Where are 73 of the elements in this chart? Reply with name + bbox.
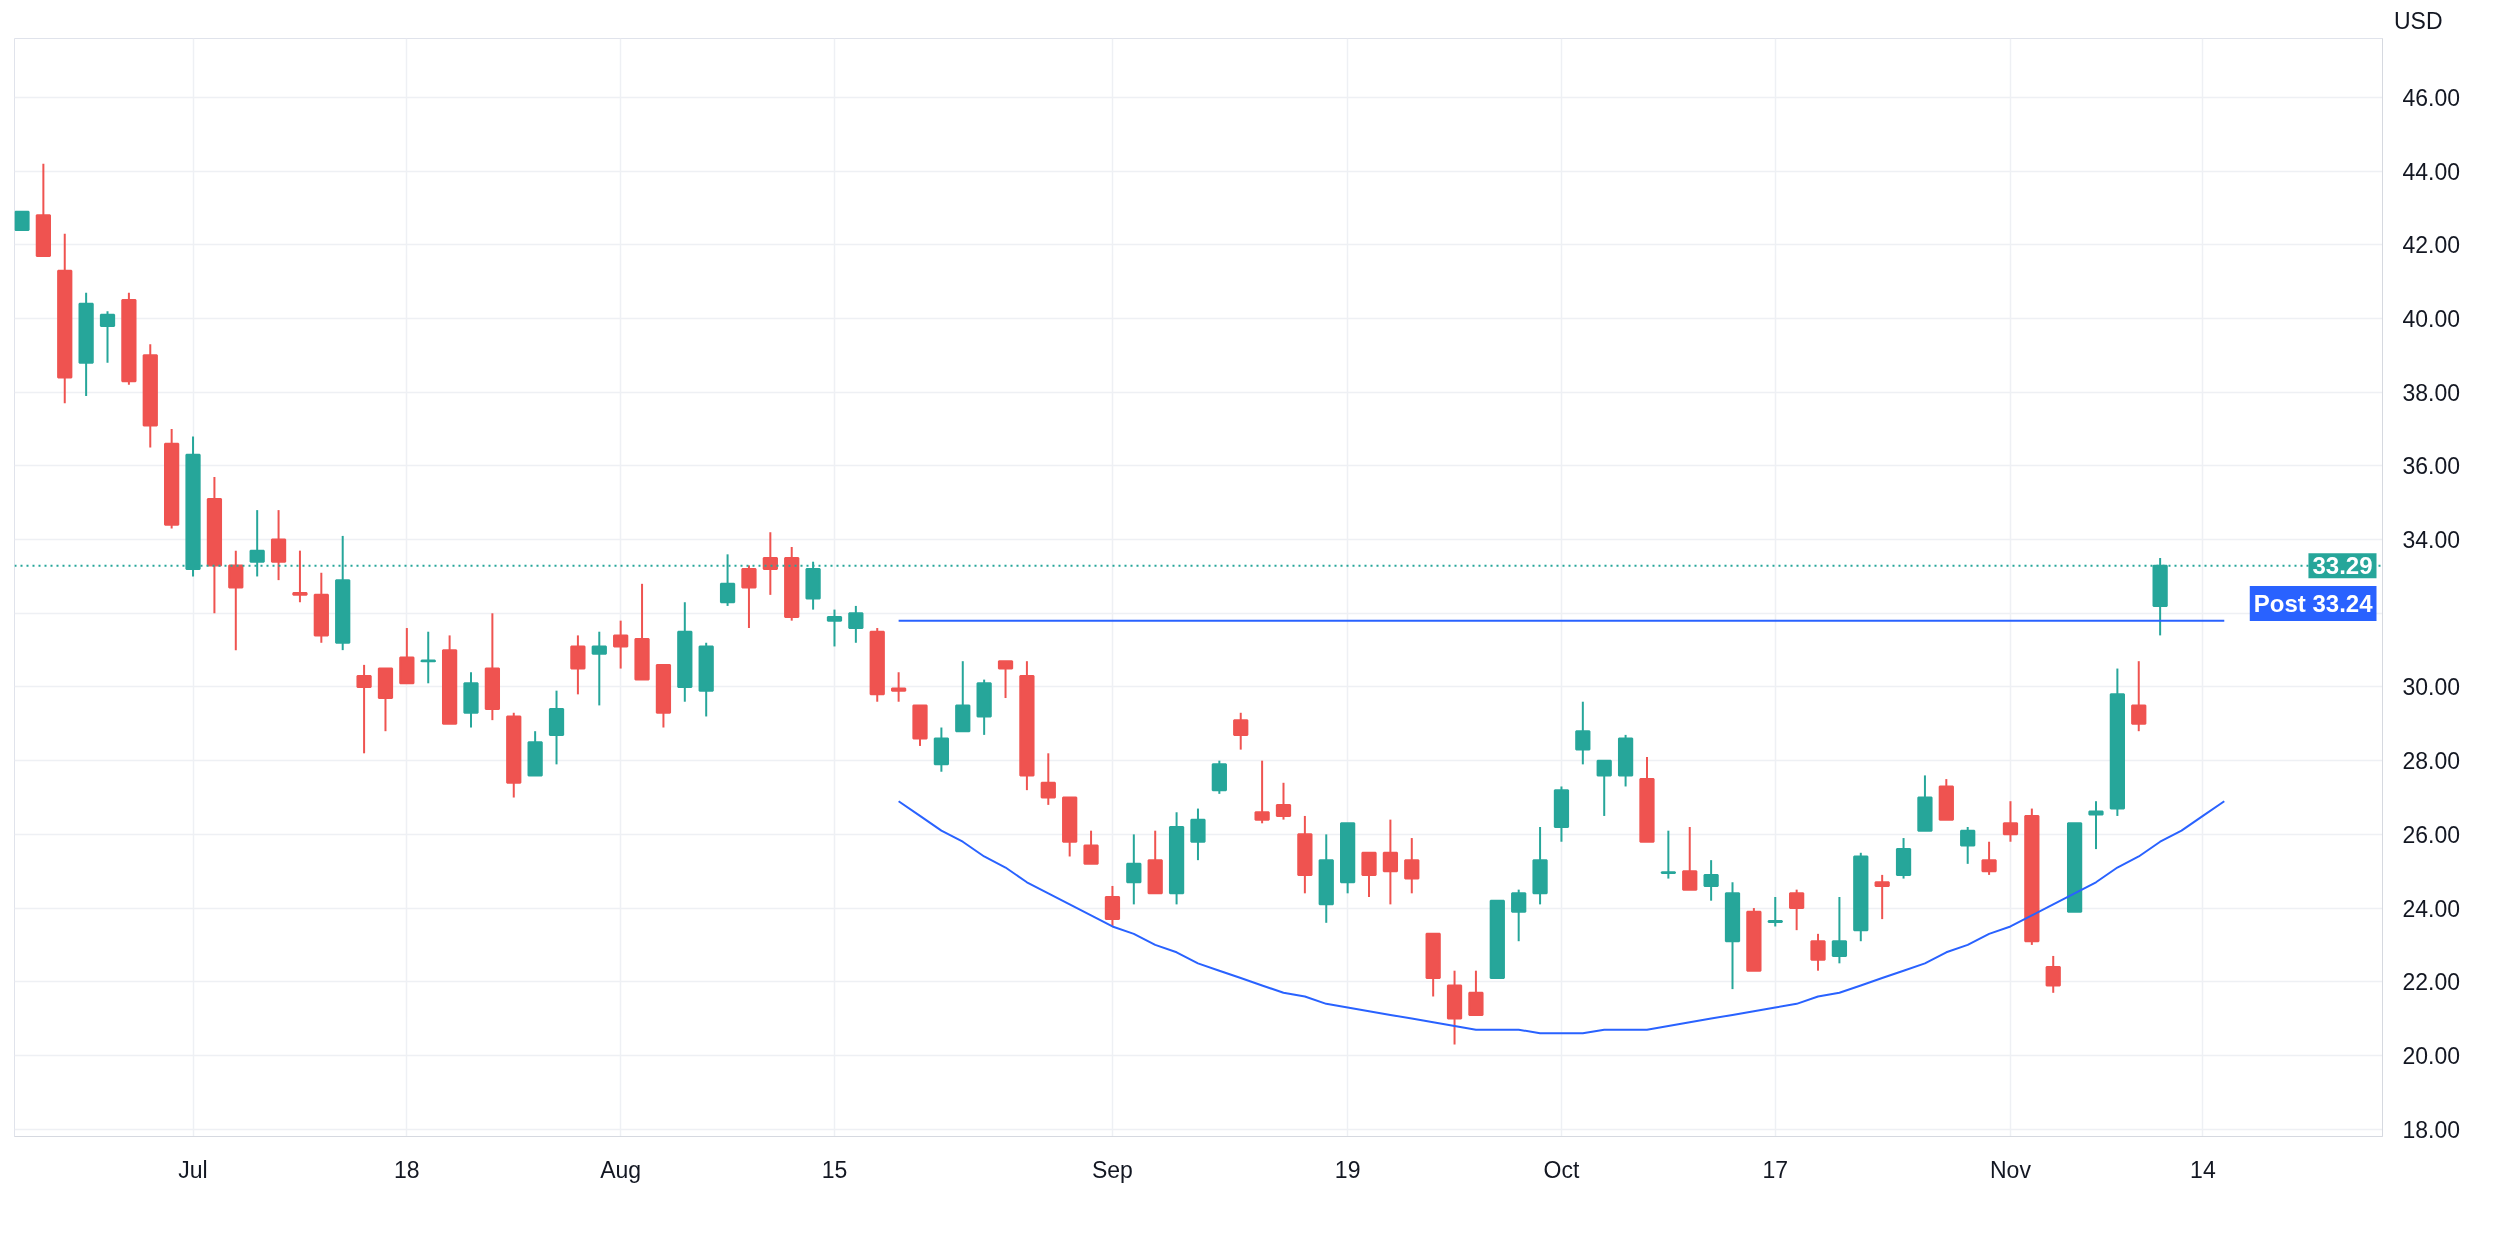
candlestick [270, 509, 287, 582]
candlestick [1511, 888, 1527, 943]
candlestick [1831, 896, 1848, 965]
candlestick [741, 564, 757, 630]
candlestick [1190, 807, 1206, 862]
candlestick [2045, 954, 2061, 994]
candlestick [1382, 818, 1399, 906]
y-tick-label: 26.00 [2402, 821, 2461, 848]
candlestick [1767, 896, 1783, 928]
candlestick [14, 210, 30, 232]
ref-line-label: 33.29 [2312, 552, 2373, 580]
x-tick-label: Nov [1990, 1156, 2032, 1183]
y-tick-label: 46.00 [2402, 84, 2461, 111]
candlestick [1575, 700, 1591, 766]
candlestick [1275, 781, 1292, 821]
candlestick [420, 630, 436, 685]
y-axis-title: USD [2393, 7, 2443, 34]
candlestick [1596, 759, 1612, 817]
x-tick-label: Sep [1091, 1156, 1133, 1183]
candlestick [1126, 833, 1142, 906]
x-tick-label: Oct [1543, 1156, 1580, 1183]
candlestick [1404, 837, 1420, 895]
y-tick-label: 28.00 [2402, 748, 2461, 775]
candlestick [613, 619, 629, 670]
y-tick-label: 44.00 [2402, 158, 2461, 185]
y-tick-label: 30.00 [2402, 674, 2461, 701]
x-tick-label: Aug [600, 1156, 642, 1183]
candlestick [228, 549, 244, 652]
candlestick [848, 604, 864, 644]
x-tick-label: 18 [394, 1156, 420, 1183]
candlestick [1981, 840, 1997, 876]
y-tick-label: 34.00 [2402, 527, 2461, 554]
candlestick [762, 531, 778, 596]
candlestick [1874, 873, 1890, 921]
candlestick [1104, 884, 1121, 928]
candlestick [292, 549, 308, 604]
line-series [897, 800, 2226, 1035]
x-tick-label: 19 [1334, 1156, 1361, 1183]
candlestick [1233, 711, 1249, 751]
candlestick [826, 608, 843, 648]
candlestick [2002, 800, 2019, 843]
candlestick [1660, 829, 1676, 880]
candlestick [1789, 888, 1805, 932]
y-tick-label: 18.00 [2402, 1116, 2461, 1143]
candlestick [1254, 759, 1270, 825]
candlestick [891, 671, 907, 703]
candlestick [1040, 752, 1056, 806]
x-tick-label: 14 [2190, 1156, 2216, 1183]
candlestick [570, 634, 586, 696]
y-tick-label: 40.00 [2402, 306, 2461, 333]
y-tick-label: 38.00 [2402, 379, 2461, 406]
y-tick-label: 20.00 [2402, 1042, 2461, 1069]
candlestick [2131, 660, 2147, 733]
candlestick [1960, 826, 1976, 865]
y-tick-label: 36.00 [2402, 453, 2461, 480]
x-tick-label: 15 [821, 1156, 848, 1183]
x-tick-label: 17 [1762, 1156, 1789, 1183]
candlestick [1810, 932, 1826, 972]
candlestick [997, 660, 1014, 700]
candlestick [1682, 826, 1698, 891]
candlestick [1468, 969, 1484, 1016]
candlestick [1361, 851, 1377, 898]
candlestick [1083, 829, 1099, 865]
x-tick-label: Jul [178, 1156, 208, 1183]
candlestick [356, 663, 372, 755]
y-tick-label: 22.00 [2402, 969, 2461, 996]
y-tick-label: 42.00 [2402, 232, 2461, 259]
candlestick [591, 630, 607, 707]
annotation: Post 33.24 [2253, 590, 2374, 618]
candlestick [1703, 859, 1719, 902]
candlestick [99, 310, 116, 364]
candlestick [2088, 800, 2104, 851]
y-tick-label: 24.00 [2402, 895, 2461, 922]
